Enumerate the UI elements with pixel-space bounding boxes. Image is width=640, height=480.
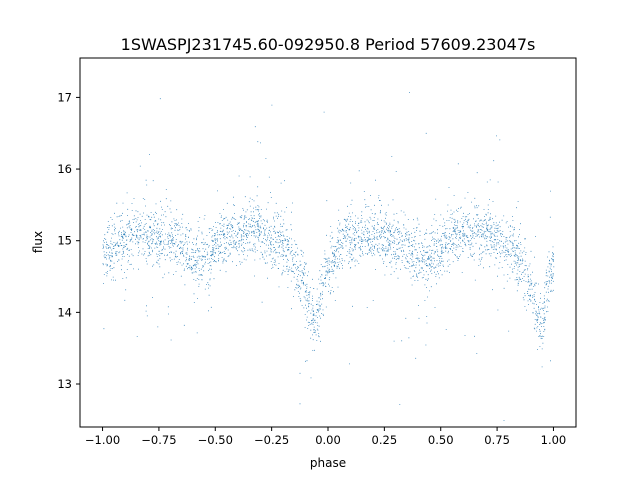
x-tick-label: −0.50 — [198, 433, 233, 447]
y-axis-label: flux — [31, 231, 45, 253]
x-tick-label: 1.00 — [541, 433, 567, 447]
y-tick-label: 17 — [57, 90, 72, 104]
y-axis: 13 14 15 16 17 — [57, 90, 80, 391]
x-axis-label: phase — [310, 456, 346, 470]
chart-title: 1SWASPJ231745.60-092950.8 Period 57609.2… — [121, 35, 536, 54]
y-tick-label: 13 — [57, 377, 72, 391]
y-tick-label: 15 — [57, 234, 72, 248]
x-tick-label: −0.75 — [141, 433, 176, 447]
x-axis: −1.00 −0.75 −0.50 −0.25 0.00 0.25 0.50 0.75 1.00 — [85, 427, 566, 447]
x-tick-label: 0.75 — [484, 433, 510, 447]
y-tick-label: 16 — [57, 162, 72, 176]
x-tick-label: 0.50 — [428, 433, 454, 447]
x-tick-label: −1.00 — [85, 433, 120, 447]
y-tick-label: 14 — [57, 305, 72, 319]
x-tick-label: 0.00 — [315, 433, 341, 447]
x-tick-label: 0.25 — [372, 433, 398, 447]
x-tick-label: −0.25 — [254, 433, 289, 447]
